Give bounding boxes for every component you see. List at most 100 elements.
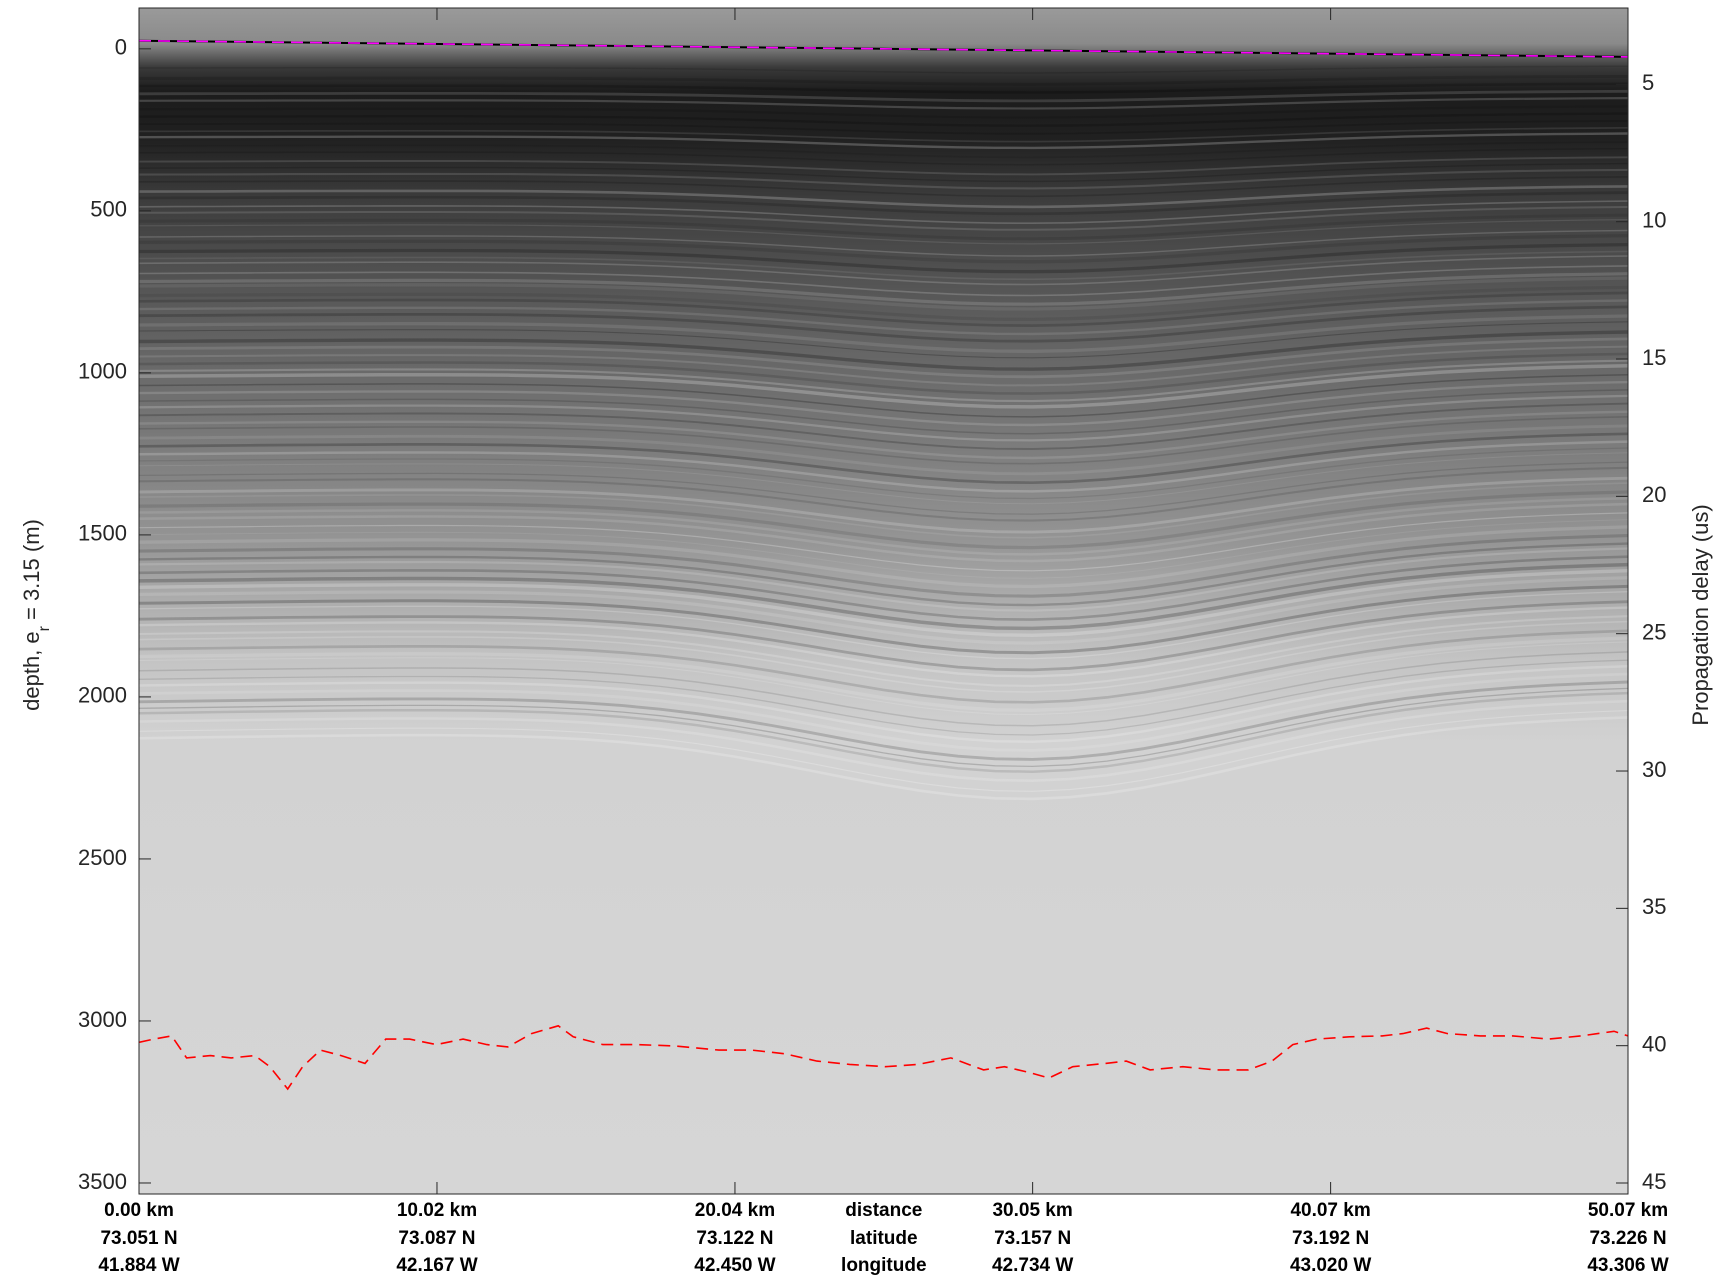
echogram-layer [139,285,1628,322]
plot-frame [138,7,1629,1195]
latitude-label: 73.192 N [1292,1228,1369,1249]
echogram-layer [139,380,1628,427]
echogram-layer [139,250,1628,281]
echogram-layer [139,555,1628,621]
echogram-layer [139,525,1628,589]
echogram-layer [139,629,1628,704]
y-tick-label: 2000 [78,683,127,708]
y-tick-label: 3000 [78,1007,127,1032]
echogram-layer [139,569,1628,638]
echogram-layer [139,229,1628,257]
echogram-layer [139,687,1628,768]
x-tick-label: 50.07 km [1588,1200,1668,1221]
echogram-layer [139,410,1628,460]
echogram-layer [139,432,1628,485]
echogram-layer [139,242,1628,274]
longitude-label: 43.020 W [1290,1255,1371,1276]
echogram-layer [139,482,1628,539]
echogram-layer [139,374,1628,418]
echogram-layer [139,176,1628,198]
echogram-layer [139,651,1628,727]
echogram-layer [139,299,1628,336]
echogram-layer [139,291,1628,327]
echogram-layer [139,126,1628,143]
y-tick-label: 500 [90,197,127,222]
echogram-layer [139,162,1628,183]
y2-tick-label: 25 [1642,619,1666,644]
echogram-layer [139,185,1628,209]
y2-tick-label: 20 [1642,482,1666,507]
echogram-layer [139,562,1628,631]
echogram-layer [139,255,1628,286]
echogram-layer [139,534,1628,598]
echogram-layer [139,65,1628,74]
echogram-layers [139,65,1628,801]
echogram-layer [139,132,1628,150]
echogram-layer [139,219,1628,245]
x-tick-label: 10.02 km [397,1200,477,1221]
y2-tick-label: 45 [1642,1169,1666,1194]
echogram-layer [139,600,1628,672]
echogram-layer [139,466,1628,522]
echogram-layer [139,542,1628,607]
echogram-layer [139,321,1628,359]
echogram-layer [139,191,1628,216]
echogram-layer [139,74,1628,86]
y-tick-label: 0 [115,35,127,60]
latitude-label: 73.087 N [398,1228,475,1249]
echogram-layer [139,440,1628,493]
echogram-layer [139,424,1628,476]
y2-tick-label: 10 [1642,208,1666,233]
longitude-label: 41.884 W [98,1255,179,1276]
echogram-layer [139,461,1628,515]
y-axis-label: depth, er= 3.15 (m) [19,519,53,711]
echogram-layer [139,576,1628,645]
echogram-layer [139,664,1628,743]
latitude-label: 73.051 N [100,1228,177,1249]
echogram-layer [139,168,1628,190]
echogram-layer [139,710,1628,792]
echogram-layer [139,502,1628,563]
latitude-label: 73.157 N [994,1228,1071,1249]
row-name: longitude [841,1255,926,1276]
row-name: distance [845,1200,922,1221]
longitude-label: 42.734 W [992,1255,1073,1276]
surface-pick [139,39,1628,58]
echogram-layer [139,402,1628,450]
y2-axis-label: Propagation delay (us) [1688,504,1713,725]
echogram-layer [139,490,1628,550]
bottom-pick [139,1024,1628,1091]
echogram-layer [139,265,1628,297]
y2-tick-label: 40 [1642,1031,1666,1056]
echogram-layer [139,547,1628,612]
echogram-layer [139,641,1628,716]
y-tick-label: 1000 [78,359,127,384]
longitude-label: 42.167 W [396,1255,477,1276]
longitude-label: 43.306 W [1587,1255,1668,1276]
y-tick-label: 1500 [78,521,127,546]
echogram-layer [139,452,1628,505]
echogram-layer [139,416,1628,465]
echogram-layer [139,200,1628,225]
echogram-layer [139,606,1628,678]
echogram-layer [139,519,1628,579]
echogram-layer [139,330,1628,371]
echogram-layer [139,680,1628,761]
echogram-layer [139,97,1628,110]
echogram-layer [139,591,1628,660]
echogram-layer [139,394,1628,442]
echogram-layer [139,206,1628,231]
echogram-layer [139,364,1628,409]
echogram-layer [139,672,1628,752]
echogram-layer [139,345,1628,387]
latitude-label: 73.122 N [696,1228,773,1249]
echogram-layer [139,105,1628,119]
x-tick-label: 0.00 km [104,1200,174,1221]
y2-tick-label: 35 [1642,894,1666,919]
echogram-layer [139,337,1628,379]
echogram-layer [139,233,1628,264]
echogram-layer [139,620,1628,693]
echogram-layer [139,112,1628,127]
echogram-layer [139,476,1628,534]
